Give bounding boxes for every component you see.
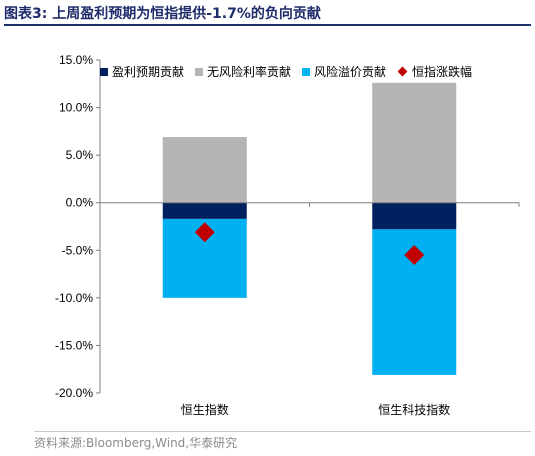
legend-label-riskpremium: 风险溢价贡献 xyxy=(314,65,387,79)
title-divider xyxy=(4,24,531,26)
x-category-label: 恒生指数 xyxy=(181,402,229,417)
y-tick-label: -10.0% xyxy=(55,291,93,305)
x-category-label: 恒生科技指数 xyxy=(378,402,450,417)
y-tick-label: -15.0% xyxy=(55,338,93,352)
legend-label-earnings: 盈利预期贡献 xyxy=(112,65,185,79)
legend-item-riskfree: 无风险利率贡献 xyxy=(195,63,291,80)
legend-label-riskfree: 无风险利率贡献 xyxy=(207,65,292,79)
y-tick-label: -20.0% xyxy=(55,386,93,400)
y-tick-label: 5.0% xyxy=(66,148,94,162)
bar-segment xyxy=(372,202,457,230)
chart-legend: 盈利预期贡献 无风险利率贡献 风险溢价贡献 恒指涨跌幅 xyxy=(100,63,472,80)
legend-marker-index-change xyxy=(397,66,408,77)
legend-label-index-change: 恒指涨跌幅 xyxy=(412,65,473,79)
stacked-bar-chart: 15.0% 10.0% 5.0% 0.0% -5.0% -10.0% -15.0% -20.0… xyxy=(55,53,520,417)
bar-segment xyxy=(162,202,247,219)
bar-segment xyxy=(162,137,247,203)
legend-item-riskpremium: 风险溢价贡献 xyxy=(302,63,386,80)
bar-segment xyxy=(372,82,457,203)
y-tick-label: -5.0% xyxy=(62,243,94,257)
legend-item-earnings: 盈利预期贡献 xyxy=(100,63,184,80)
legend-swatch-riskpremium xyxy=(302,67,311,76)
legend-swatch-earnings xyxy=(100,67,108,76)
index-change-marker xyxy=(404,245,425,266)
y-tick-label: 10.0% xyxy=(59,101,93,115)
legend-swatch-riskfree xyxy=(195,67,204,76)
source-divider xyxy=(34,431,531,432)
source-note: 资料来源:Bloomberg,Wind,华泰研究 xyxy=(34,436,238,450)
y-tick-label: 0.0% xyxy=(66,196,94,210)
legend-item-index-change: 恒指涨跌幅 xyxy=(397,63,472,80)
index-change-marker xyxy=(194,222,215,243)
y-tick-label: 15.0% xyxy=(59,53,93,67)
figure-title: 图表3: 上周盈利预期为恒指提供-1.7%的负向贡献 xyxy=(4,6,321,22)
